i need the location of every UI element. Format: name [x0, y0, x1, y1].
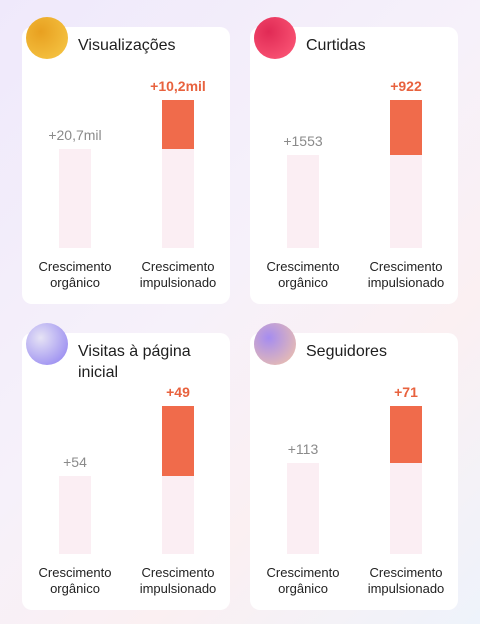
card-title: Seguidores	[306, 343, 387, 360]
value-label: +20,7mil	[48, 126, 102, 143]
stat-card: Visitas à página inicial +54 Crescimento o…	[22, 323, 230, 610]
bar	[162, 100, 194, 149]
category-label: Crescimento orgânico	[38, 259, 112, 290]
bar	[59, 148, 91, 248]
card-title: Curtidas	[306, 37, 366, 54]
stat-card: Visualizações +20,7mil Crescimento orgânic…	[22, 17, 230, 304]
value-label: +922	[390, 78, 422, 94]
card-title: Visitas à página inicial	[78, 343, 191, 381]
category-label: Crescimento impulsionado	[139, 259, 217, 290]
stat-card: Curtidas +1553 Crescimento orgânico +922 Cre…	[250, 17, 458, 304]
category-label: Crescimento impulsionado	[139, 565, 217, 596]
bar-base	[162, 476, 194, 554]
bar	[162, 406, 194, 477]
value-label: +49	[166, 384, 190, 400]
card-icon	[26, 17, 68, 59]
category-label: Crescimento impulsionado	[367, 259, 445, 290]
card-title: Visualizações	[78, 37, 176, 54]
bar-base	[390, 463, 422, 554]
category-label: Crescimento orgânico	[266, 259, 340, 290]
bar	[390, 406, 422, 464]
value-label: +10,2mil	[150, 78, 206, 94]
bar	[287, 463, 319, 554]
value-label: +54	[63, 454, 87, 471]
category-label: Crescimento impulsionado	[367, 565, 445, 596]
bar	[287, 155, 319, 248]
card-icon	[254, 323, 296, 365]
bar-base	[390, 155, 422, 248]
value-label: +1553	[283, 133, 323, 150]
card-icon	[26, 323, 68, 365]
bar	[390, 100, 422, 156]
category-label: Crescimento orgânico	[266, 565, 340, 596]
bar-base	[162, 148, 194, 248]
card-icon	[254, 17, 296, 59]
bar	[59, 476, 91, 554]
value-label: +113	[287, 441, 319, 458]
value-label: +71	[394, 384, 418, 400]
stat-card: Seguidores +113 Crescimento orgânico +71 Cre…	[250, 323, 458, 610]
category-label: Crescimento orgânico	[38, 565, 112, 596]
